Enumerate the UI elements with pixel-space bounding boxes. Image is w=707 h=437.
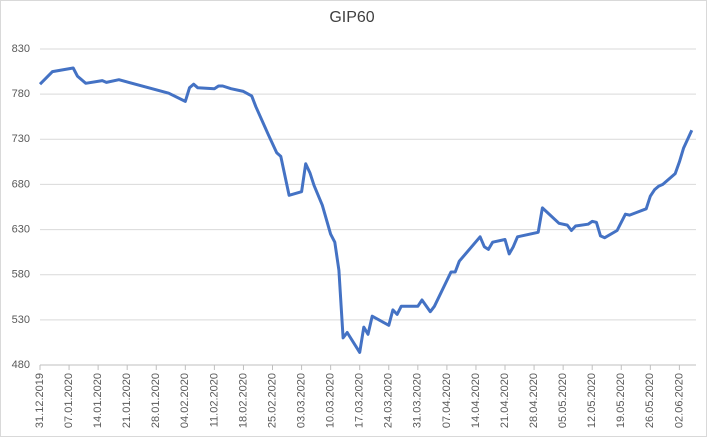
y-tick-label: 480 <box>12 359 30 371</box>
x-tick-label: 31.12.2019 <box>34 373 46 428</box>
x-tick-label: 28.01.2020 <box>150 373 162 428</box>
x-tick-label: 11.02.2020 <box>208 373 220 427</box>
y-tick-label: 680 <box>12 178 30 190</box>
x-tick-label: 17.03.2020 <box>354 373 366 428</box>
x-tick-label: 28.04.2020 <box>528 373 540 428</box>
x-tick-label: 21.01.2020 <box>121 373 133 428</box>
x-tick-label: 04.02.2020 <box>179 373 191 428</box>
x-tick-label: 12.05.2020 <box>586 373 598 428</box>
x-tick-label: 03.03.2020 <box>295 373 307 428</box>
x-tick-label: 26.05.2020 <box>644 373 656 428</box>
y-tick-label: 830 <box>12 43 30 55</box>
x-tick-label: 24.03.2020 <box>383 373 395 428</box>
y-tick-label: 530 <box>12 314 30 326</box>
x-tick-label: 31.03.2020 <box>412 373 424 428</box>
x-tick-label: 14.01.2020 <box>92 373 104 428</box>
x-tick-label: 07.01.2020 <box>63 373 75 428</box>
x-tick-label: 19.05.2020 <box>615 373 627 428</box>
x-tick-label: 14.04.2020 <box>470 373 482 428</box>
x-tick-label: 05.05.2020 <box>557 373 569 428</box>
x-tick-label: 25.02.2020 <box>266 373 278 428</box>
x-tick-label: 10.03.2020 <box>325 373 337 428</box>
x-tick-label: 21.04.2020 <box>499 373 511 428</box>
y-tick-label: 630 <box>12 223 30 235</box>
line-series <box>38 66 694 354</box>
x-tick-label: 18.02.2020 <box>237 373 249 428</box>
y-tick-label: 780 <box>12 88 30 100</box>
y-tick-label: 730 <box>12 133 30 145</box>
y-tick-label: 580 <box>12 269 30 281</box>
x-tick-label: 07.04.2020 <box>441 373 453 428</box>
chart-title: GIP60 <box>329 9 374 26</box>
x-tick-label: 02.06.2020 <box>673 373 685 428</box>
